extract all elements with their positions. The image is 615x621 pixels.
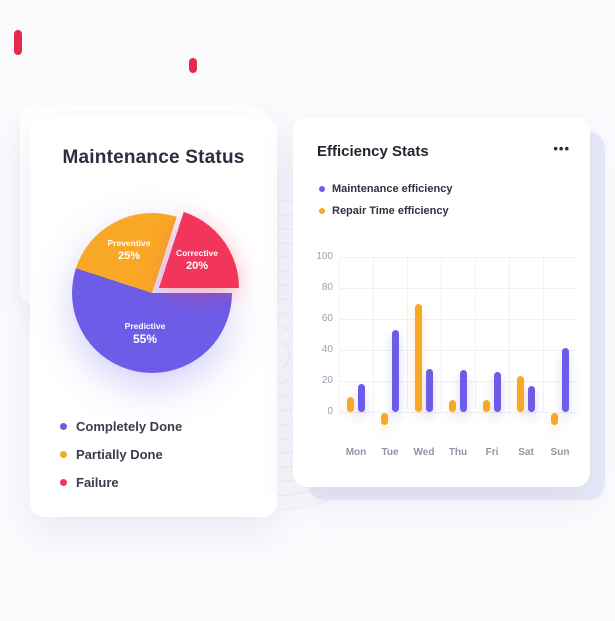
x-tick-label: Thu [448,447,468,458]
maintenance-pie-chart: Preventive 25% Predictive 55% Corrective… [72,208,239,373]
x-tick-label: Mon [345,447,367,458]
legend-item-completely-done[interactable]: Completely Done [60,419,182,434]
bar-thu-repair [449,399,456,412]
y-tick-label: 20 [321,375,333,386]
grid-lines [339,257,577,413]
bar-thu-maintenance [460,370,467,412]
legend-item-failure[interactable]: Failure [60,475,182,490]
maintenance-legend: Completely Done Partially Done Failure [60,419,182,490]
y-tick-label: 0 [327,406,333,417]
x-tick-label: Fri [485,447,499,458]
pie-slice-corrective: Corrective 20% [79,208,239,368]
maintenance-card-title: Maintenance Status [62,147,245,168]
bar-wed-repair [415,303,422,412]
bar-fri-maintenance [494,371,501,412]
y-tick-label: 80 [321,282,333,293]
more-options-icon[interactable]: ••• [549,137,574,160]
accent-bar [14,30,22,55]
bar-sun-maintenance [562,348,569,412]
bar-mon-maintenance [358,384,365,412]
legend-label: Maintenance efficiency [332,183,453,195]
x-tick-label: Sun [550,447,570,458]
x-tick-label: Tue [381,447,399,458]
bar-sun-repair [551,413,558,426]
efficiency-stats-card: Efficiency Stats ••• Maintenance efficie… [293,117,590,487]
legend-dot [60,423,67,430]
x-axis: Mon Tue Wed Thu Fri Sat Sun [339,447,577,458]
bar-sat-repair [517,376,524,412]
bar-mon-repair [347,396,354,412]
legend-item-repair-time-efficiency[interactable]: Repair Time efficiency [319,205,452,217]
bar-wed-maintenance [426,368,433,412]
x-tick-label: Sat [518,447,534,458]
x-tick-label: Wed [413,447,435,458]
legend-dot [319,186,325,192]
legend-dot [60,479,67,486]
bar-plot [339,257,577,437]
y-tick-label: 100 [316,251,333,262]
slice-percent: 20% [185,260,209,273]
y-tick-label: 40 [321,344,333,355]
accent-bar [189,58,197,73]
legend-label: Partially Done [76,447,163,462]
pie-label-corrective: Corrective 20% [167,248,227,273]
legend-dot [60,451,67,458]
maintenance-status-card: Maintenance Status Preventive 25% Predic… [30,117,277,517]
bar-tue-repair [381,413,388,426]
bar-sat-maintenance [528,385,535,412]
efficiency-legend: Maintenance efficiency Repair Time effic… [319,183,452,217]
slice-name: Corrective [175,248,219,258]
legend-label: Repair Time efficiency [332,205,449,217]
legend-item-partially-done[interactable]: Partially Done [60,447,182,462]
legend-item-maintenance-efficiency[interactable]: Maintenance efficiency [319,183,452,195]
y-axis: 100 80 60 40 20 0 [297,251,333,417]
bar-fri-repair [483,399,490,412]
legend-dot [319,208,325,214]
y-tick-label: 60 [321,313,333,324]
efficiency-card-title: Efficiency Stats [317,143,429,160]
legend-label: Failure [76,475,119,490]
legend-label: Completely Done [76,419,183,434]
bar-tue-maintenance [392,329,399,412]
